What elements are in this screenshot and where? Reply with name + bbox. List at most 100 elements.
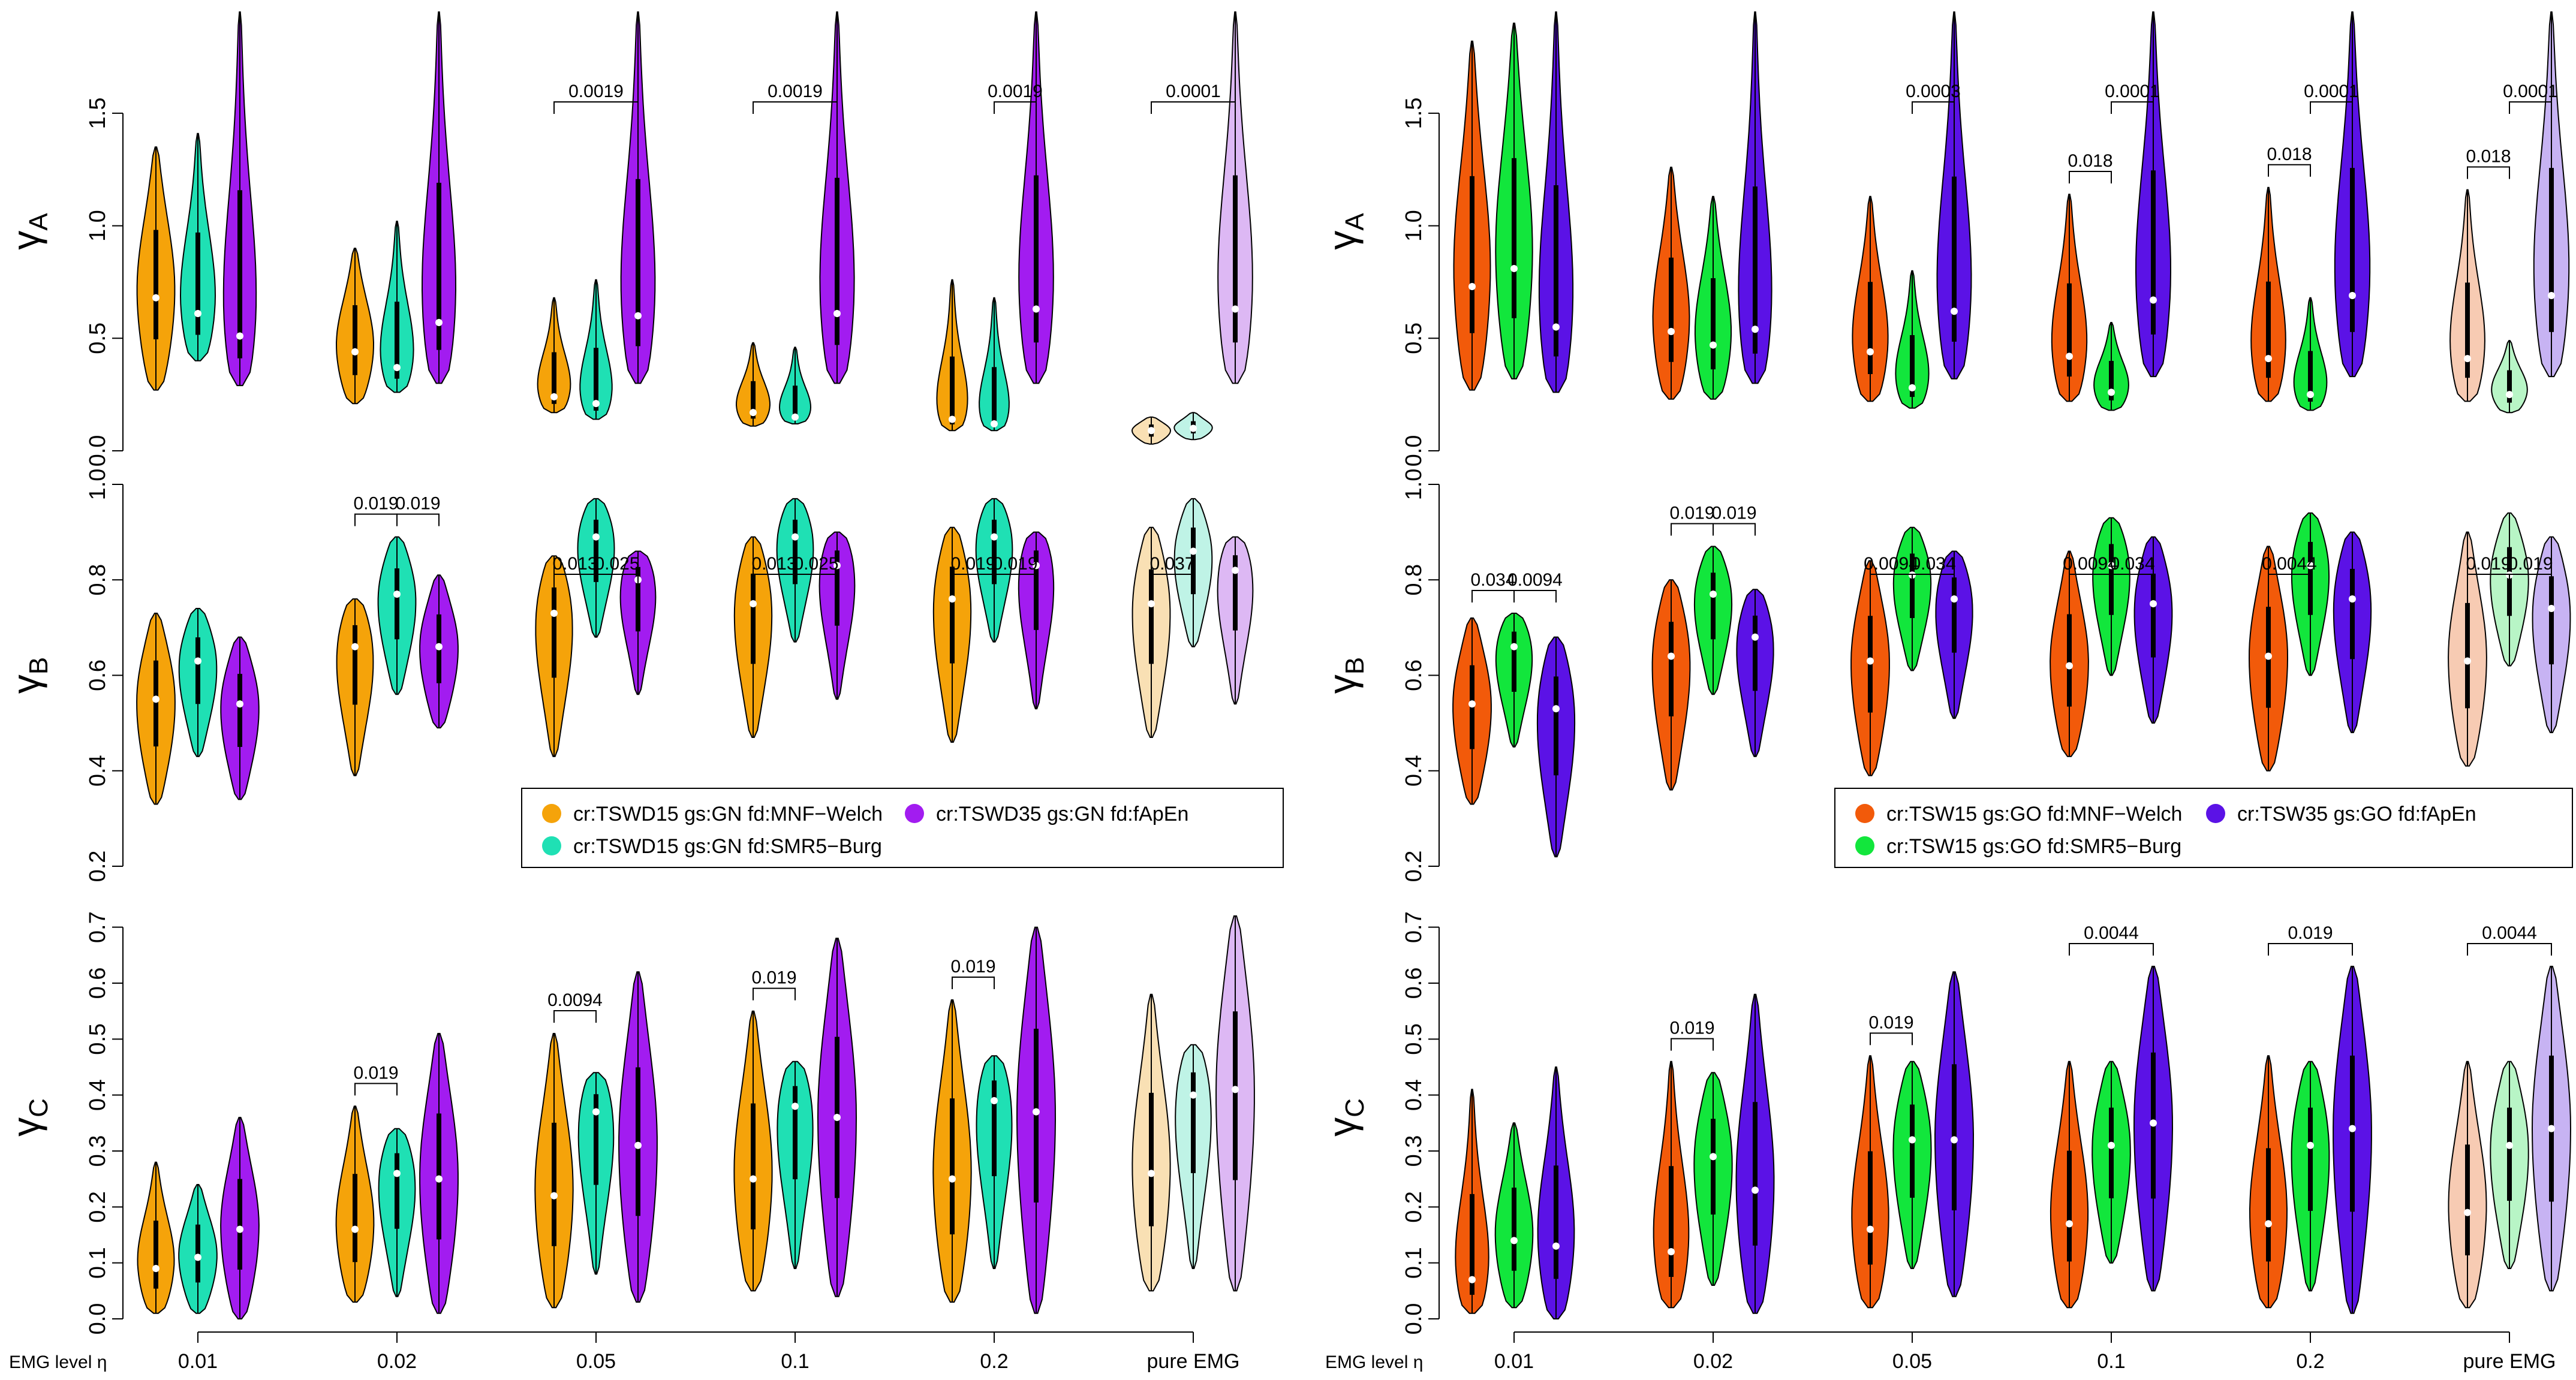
p-value-label: 0.0001 xyxy=(2105,82,2160,101)
bracket-line xyxy=(2069,171,2112,184)
bracket-line xyxy=(595,574,639,586)
significance-bracket: 0.0094 xyxy=(2063,554,2118,586)
violin-median-point xyxy=(1190,1091,1197,1099)
y-tick-label: 0.6 xyxy=(1401,968,1427,999)
violin-box xyxy=(1952,577,1957,653)
x-axis: 0.01 0.02 0.05 0.1 0.2 pure EMG EMG level η xyxy=(9,1331,1239,1373)
y-tick-label: 1.0 xyxy=(85,210,110,242)
significance-bracket: 0.018 xyxy=(2068,151,2113,184)
significance-bracket: 0.0003 xyxy=(1906,82,1961,114)
legend-label: cr:TSWD15 gs:GN fd:MNF−Welch xyxy=(573,803,883,825)
legend-swatch xyxy=(905,804,924,823)
violin-box xyxy=(950,356,955,424)
y-tick-label: 0.3 xyxy=(1401,1135,1427,1167)
violin-median-point xyxy=(1752,1186,1759,1194)
y-tick-label: 0.0 xyxy=(85,1303,110,1335)
p-value-label: 0.0094 xyxy=(2063,554,2118,574)
bracket-line xyxy=(1912,574,1955,586)
violin-median-point xyxy=(2464,657,2471,665)
y-axis-label: γC xyxy=(1320,1098,1370,1137)
violin-box xyxy=(154,230,158,339)
bracket-line xyxy=(1151,101,1236,114)
violin-median-point xyxy=(1148,600,1155,608)
violin-box xyxy=(751,573,756,664)
significance-bracket: 0.013 xyxy=(552,554,598,586)
violin-box xyxy=(1233,1011,1238,1180)
legend-swatch xyxy=(1855,836,1874,855)
bracket-line xyxy=(553,101,639,114)
bracket-line xyxy=(2509,574,2552,586)
violin-median-point xyxy=(550,1192,558,1200)
violin-median-point xyxy=(236,332,243,340)
violin-median-point xyxy=(1232,305,1239,313)
violin-box xyxy=(1952,176,1957,342)
violin-box xyxy=(1554,185,1558,357)
x-tick-label: 0.01 xyxy=(1494,1350,1534,1373)
legend-swatch xyxy=(1855,804,1874,823)
violin-median-point xyxy=(2066,352,2073,360)
bracket-line xyxy=(2467,943,2552,956)
row-c: 0.0 0.1 0.2 0.3 0.4 0.5 0.6 0.7 γC 0.019 0.019 0.00… xyxy=(1320,911,2572,1334)
violin-median-point xyxy=(1033,562,1040,570)
significance-bracket: 0.0044 xyxy=(2262,554,2317,586)
y-tick-label: 0.2 xyxy=(1401,1191,1427,1223)
violin-median-point xyxy=(152,294,160,302)
violin-box xyxy=(2308,351,2313,402)
violin-box xyxy=(1470,1194,1474,1295)
p-value-label: 0.019 xyxy=(992,554,1037,574)
violin-median-point xyxy=(2150,600,2157,608)
panel-2: 0.00.51.01.5γA0.00030.0180.00010.0180.00… xyxy=(1320,11,2573,1373)
significance-bracket: 0.019 xyxy=(751,968,797,1001)
violin-box xyxy=(2350,1055,2355,1212)
violin-box xyxy=(2067,1150,2072,1262)
violin-box xyxy=(1669,257,1674,362)
x-axis-label: EMG level η xyxy=(9,1352,107,1372)
violin-box xyxy=(237,1179,242,1270)
violin-median-point xyxy=(1552,323,1560,331)
violin-median-point xyxy=(1752,326,1759,333)
y-axis-label: γA xyxy=(4,213,53,250)
bracket-line xyxy=(795,574,838,586)
violin-median-point xyxy=(1909,384,1916,391)
violin-median-point xyxy=(1710,1153,1717,1161)
violin-median-point xyxy=(1752,633,1759,641)
bracket-line xyxy=(2268,574,2311,586)
violin-median-point xyxy=(2548,605,2555,613)
x-axis-label: EMG level η xyxy=(1325,1352,1423,1372)
violin-median-point xyxy=(2066,1220,2073,1228)
violin-median-point xyxy=(1951,308,1958,315)
row-b: 0.20.40.60.81.0γB0.0340.00940.0190.0190.… xyxy=(1320,469,2571,882)
violin-median-point xyxy=(236,1225,243,1233)
violin-median-point xyxy=(1867,348,1874,355)
p-value-label: 0.0019 xyxy=(988,82,1043,101)
y-tick-label: 1.5 xyxy=(1401,98,1427,129)
y-tick-label: 0.2 xyxy=(1401,851,1427,882)
violin-box xyxy=(395,568,399,640)
violin-box xyxy=(353,1174,357,1263)
significance-bracket: 0.019 xyxy=(2466,554,2511,586)
violin-median-point xyxy=(1668,328,1675,336)
violin-median-point xyxy=(1552,1242,1560,1250)
violin-median-point xyxy=(1033,1108,1040,1116)
p-value-label: 0.0044 xyxy=(2262,554,2317,574)
violin-box xyxy=(237,674,242,747)
p-value-label: 0.0019 xyxy=(768,82,823,101)
p-value-label: 0.0094 xyxy=(1507,570,1563,590)
p-value-label: 0.019 xyxy=(2466,554,2511,574)
bracket-line xyxy=(396,513,440,526)
violin-median-point xyxy=(1668,652,1675,660)
significance-bracket: 0.037 xyxy=(1149,554,1195,586)
significance-bracket: 0.019 xyxy=(1711,504,1757,536)
violin-median-point xyxy=(2307,1141,2314,1149)
violin-median-point xyxy=(2108,1141,2115,1149)
bracket-line xyxy=(1513,589,1557,602)
violin-box xyxy=(950,1098,955,1235)
p-value-label: 0.0044 xyxy=(2482,923,2537,943)
violin-box xyxy=(1034,550,1039,630)
violin-box xyxy=(1034,1029,1039,1203)
violin-box xyxy=(992,367,997,427)
bracket-line xyxy=(2111,101,2154,114)
violin-box xyxy=(2266,1148,2271,1262)
y-tick-label: 0.7 xyxy=(1401,911,1427,943)
p-value-label: 0.019 xyxy=(950,957,995,977)
